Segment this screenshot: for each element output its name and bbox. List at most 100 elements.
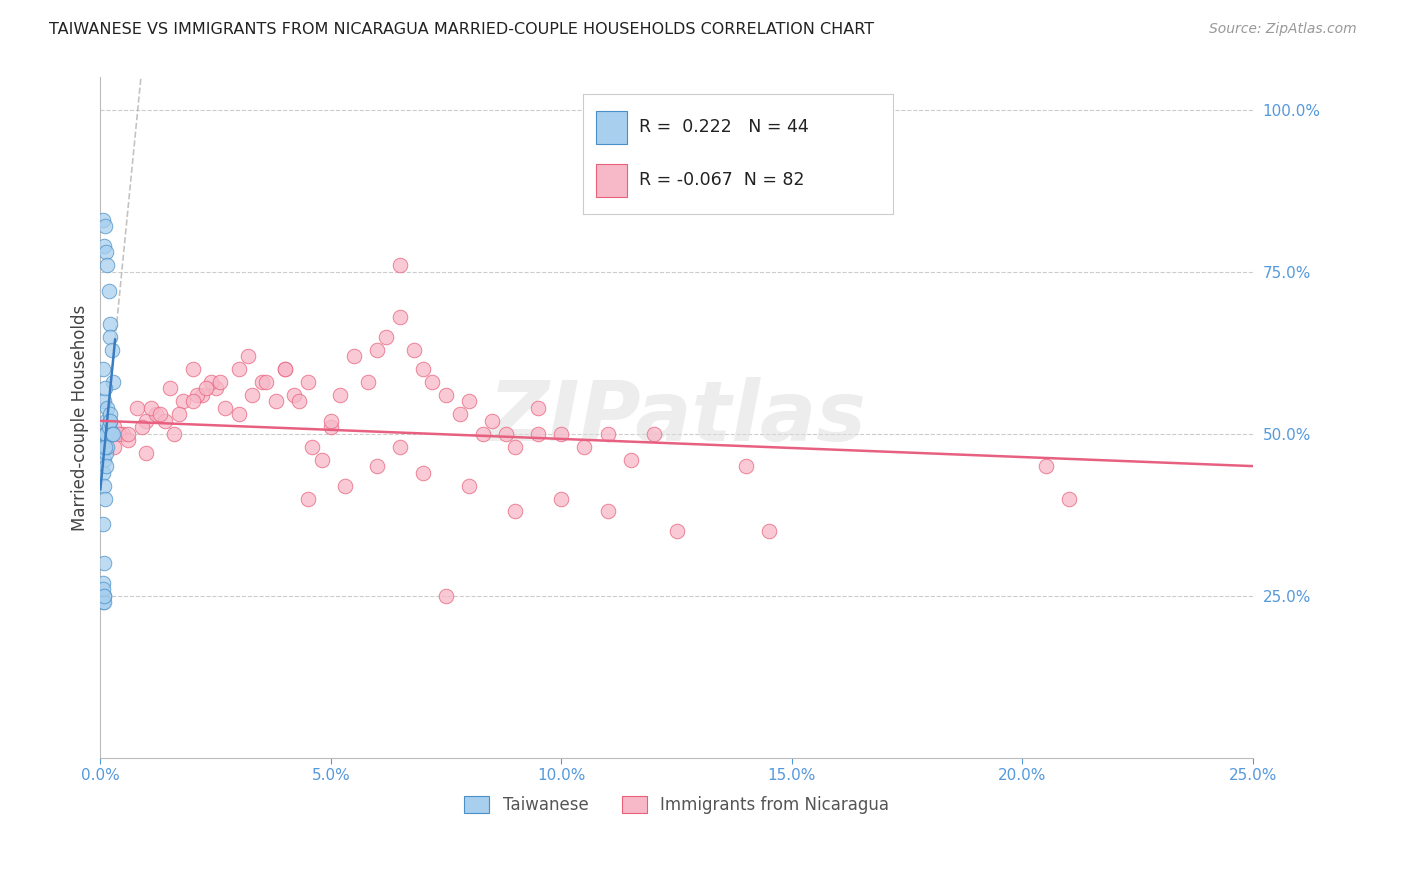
Point <box>91 466 114 480</box>
Point <box>319 420 342 434</box>
Point <box>495 426 517 441</box>
Point <box>357 375 380 389</box>
Point <box>1057 491 1080 506</box>
Point <box>191 388 214 402</box>
Point <box>163 426 186 441</box>
Point <box>301 440 323 454</box>
Point <box>319 414 342 428</box>
Point <box>172 394 194 409</box>
Text: R =  0.222   N = 44: R = 0.222 N = 44 <box>640 119 808 136</box>
Point <box>274 362 297 376</box>
Point <box>734 459 756 474</box>
Point <box>1035 459 1057 474</box>
Point <box>619 452 641 467</box>
FancyBboxPatch shape <box>596 111 627 145</box>
Point <box>204 381 226 395</box>
Point <box>434 388 457 402</box>
Point <box>228 362 250 376</box>
Point <box>472 426 495 441</box>
Point <box>329 388 352 402</box>
Point <box>93 478 115 492</box>
Point <box>93 394 115 409</box>
Point <box>458 478 481 492</box>
Point <box>100 426 122 441</box>
Point <box>758 524 780 538</box>
Point <box>412 466 434 480</box>
Point <box>389 258 412 272</box>
Point <box>412 362 434 376</box>
Point <box>91 595 114 609</box>
Point <box>186 388 208 402</box>
Point <box>131 420 153 434</box>
Point <box>94 426 117 441</box>
Point <box>93 239 115 253</box>
Point <box>503 440 526 454</box>
Point <box>287 394 309 409</box>
Point <box>103 426 125 441</box>
Point <box>91 213 114 227</box>
Point <box>195 381 218 395</box>
Point <box>112 426 135 441</box>
Point <box>94 219 117 234</box>
Point <box>167 407 190 421</box>
Point <box>228 407 250 421</box>
Point <box>236 349 259 363</box>
Point <box>574 440 596 454</box>
Point <box>527 401 550 415</box>
Point <box>643 426 665 441</box>
Point <box>402 343 425 357</box>
Point <box>596 504 619 518</box>
Point <box>449 407 471 421</box>
Point <box>297 375 319 389</box>
Point <box>242 388 264 402</box>
Point <box>93 452 115 467</box>
Point <box>97 420 120 434</box>
Point <box>375 329 398 343</box>
Point <box>91 582 114 597</box>
Point <box>254 375 277 389</box>
Point <box>93 589 115 603</box>
Text: TAIWANESE VS IMMIGRANTS FROM NICARAGUA MARRIED-COUPLE HOUSEHOLDS CORRELATION CHA: TAIWANESE VS IMMIGRANTS FROM NICARAGUA M… <box>49 22 875 37</box>
Point <box>503 504 526 518</box>
Point <box>135 414 157 428</box>
Point <box>101 426 124 441</box>
Point <box>420 375 443 389</box>
Point <box>527 426 550 441</box>
Point <box>149 407 172 421</box>
Point <box>481 414 503 428</box>
Point <box>200 375 222 389</box>
Point <box>96 401 118 415</box>
Point <box>145 407 167 421</box>
Point <box>665 524 688 538</box>
Point <box>98 407 121 421</box>
Point <box>96 426 118 441</box>
Point <box>94 414 117 428</box>
Point <box>250 375 273 389</box>
Point <box>91 440 114 454</box>
Point <box>94 491 117 506</box>
Point <box>153 414 176 428</box>
Text: R = -0.067  N = 82: R = -0.067 N = 82 <box>640 171 804 189</box>
Legend: Taiwanese, Immigrants from Nicaragua: Taiwanese, Immigrants from Nicaragua <box>464 796 889 814</box>
Point <box>139 401 162 415</box>
Point <box>96 440 118 454</box>
Point <box>93 589 115 603</box>
Point <box>209 375 232 389</box>
Point <box>297 491 319 506</box>
Point <box>550 426 572 441</box>
Point <box>274 362 297 376</box>
Point <box>181 394 204 409</box>
Point <box>91 517 114 532</box>
Point <box>103 440 125 454</box>
Point <box>103 375 125 389</box>
Point <box>91 575 114 590</box>
Point <box>94 426 117 441</box>
Point <box>117 434 139 448</box>
Point <box>100 329 122 343</box>
Point <box>458 394 481 409</box>
Point <box>214 401 236 415</box>
Point <box>107 426 129 441</box>
Point <box>366 459 388 474</box>
Point <box>94 245 117 260</box>
Point <box>98 317 121 331</box>
